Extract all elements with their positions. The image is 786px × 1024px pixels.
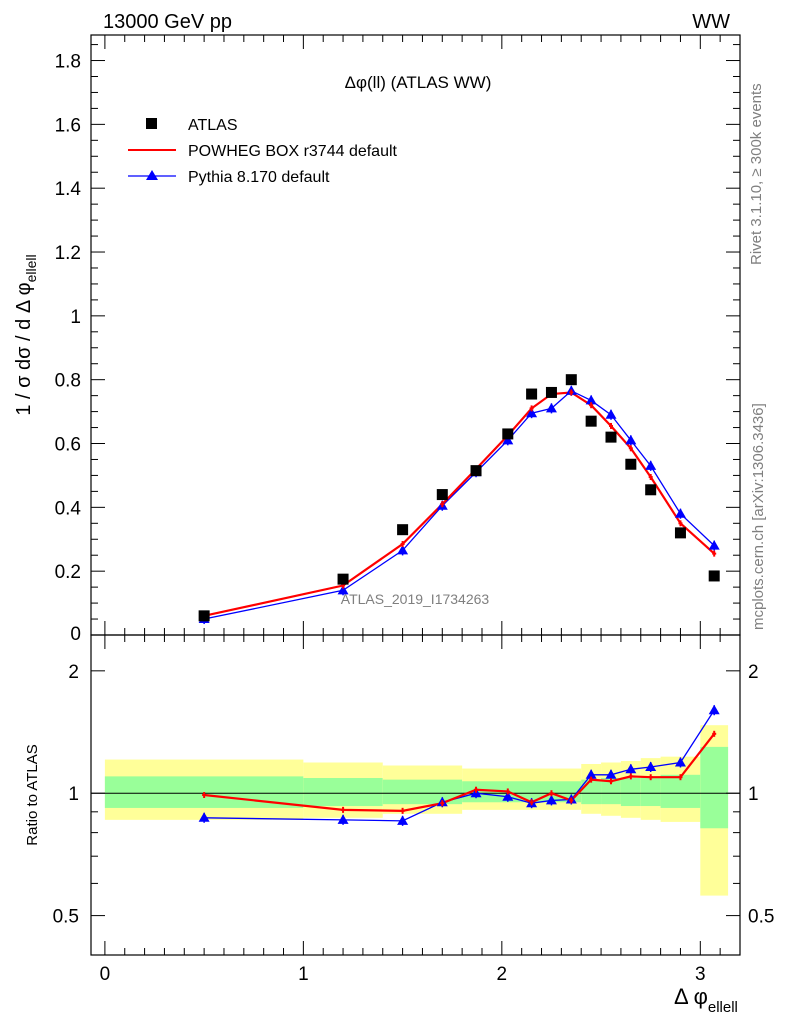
main-ytick-label: 1.8 <box>55 52 81 73</box>
ratio-pythia-point <box>502 791 514 801</box>
pythia-point <box>526 407 538 418</box>
legend-pythia-label: Pythia 8.170 default <box>188 169 330 186</box>
atlas-point <box>545 386 557 398</box>
legend-powheg-label: POWHEG BOX r3744 default <box>188 143 398 160</box>
main-ytick-label-zero: 0 <box>70 624 81 645</box>
ratio-xtick-label: 2 <box>497 964 508 985</box>
pythia-point <box>502 434 514 445</box>
ratio-band-inner <box>620 778 641 807</box>
atlas-point <box>565 374 577 386</box>
main-ytick-label: 1.4 <box>55 179 82 200</box>
atlas-point <box>674 527 686 539</box>
atlas-point <box>436 489 448 501</box>
ratio-ytick-label-right: 0.5 <box>748 907 774 928</box>
legend-atlas-label: ATLAS <box>188 117 238 134</box>
main-ytick-label: 1 <box>70 307 81 328</box>
ratio-ytick-label: 1 <box>68 784 79 805</box>
analysis-label: ATLAS_2019_I1734263 <box>341 591 490 607</box>
process-label: WW <box>692 11 730 33</box>
atlas-point <box>605 431 617 443</box>
main-ytick-label: 0.4 <box>55 498 82 519</box>
pythia-point <box>625 434 637 445</box>
pythia-point <box>645 460 657 470</box>
ratio-xtick-label: 1 <box>298 964 309 985</box>
atlas-point <box>198 610 210 622</box>
ratio-xlabel-sub: ellell <box>708 999 738 1016</box>
pythia-point <box>605 409 617 419</box>
ratio-pythia-point <box>198 812 210 822</box>
ratio-pythia-point <box>545 794 557 805</box>
ratio-ytick-label: 0.5 <box>53 907 79 928</box>
legend-atlas-marker <box>146 118 157 129</box>
ratio-ytick-label-right: 1 <box>748 784 759 805</box>
pythia-point <box>337 584 349 595</box>
ratio-panel: 0 1 2 3 0.5 0.5 1 1 2 2 Ratio to ATLAS Δ φellell <box>24 634 774 1016</box>
pythia-point <box>585 394 597 405</box>
main-ytick-label: 1.2 <box>55 243 81 264</box>
main-ylabel-text: 1 / σ dσ / d Δ φ <box>13 282 35 415</box>
pythia-point <box>708 540 720 550</box>
ratio-xlabel: Δ φellell <box>674 984 738 1016</box>
pythia-point <box>674 508 686 518</box>
ratio-xlabel-text: Δ φ <box>674 984 708 1009</box>
atlas-point <box>397 524 409 536</box>
ratio-xtick-label: 3 <box>695 964 706 985</box>
main-ytick-label: 0.6 <box>55 435 81 456</box>
ratio-band-inner <box>660 774 701 808</box>
atlas-point <box>470 465 482 477</box>
ratio-band-inner <box>462 781 582 803</box>
mcplots-label: mcplots.cern.ch [arXiv:1306.3436] <box>750 403 767 630</box>
main-ylabel-sub: ellell <box>23 254 39 282</box>
atlas-point <box>645 484 657 496</box>
energy-label: 13000 GeV pp <box>103 11 232 33</box>
atlas-point <box>502 428 514 440</box>
ratio-pythia-point <box>337 814 349 824</box>
ratio-xtick-label: 0 <box>100 964 111 985</box>
atlas-point <box>337 573 349 585</box>
rivet-label: Rivet 3.1.10, ≥ 300k events <box>748 83 765 265</box>
ratio-ylabel: Ratio to ATLAS <box>24 744 41 845</box>
ratio-ytick-label-right: 2 <box>748 662 759 683</box>
ratio-pythia-point <box>605 769 617 779</box>
main-title: Δφ(ll) (ATLAS WW) <box>345 73 492 92</box>
ratio-pythia-point <box>645 761 657 772</box>
ratio-pythia-point <box>397 815 409 825</box>
legend-pythia-marker <box>146 170 158 180</box>
main-ylabel: 1 / σ dσ / d Δ φellell <box>13 254 39 415</box>
atlas-point <box>708 570 720 582</box>
ratio-pythia-point <box>625 763 637 774</box>
pythia-point <box>545 402 557 413</box>
ratio-band-inner <box>640 776 661 807</box>
legend: ATLAS POWHEG BOX r3744 default Pythia 8.… <box>128 117 398 186</box>
pythia-point <box>397 544 409 555</box>
ratio-ytick-label: 2 <box>68 662 79 683</box>
ratio-band-inner <box>601 778 621 805</box>
atlas-point <box>585 415 597 427</box>
main-ytick-label: 0.8 <box>55 371 81 392</box>
main-ytick-label: 1.6 <box>55 115 81 136</box>
main-ytick-label: 0.2 <box>55 562 81 583</box>
ratio-pythia-point <box>674 757 686 767</box>
ratio-pythia-point <box>708 704 720 715</box>
ratio-band-inner <box>700 746 729 829</box>
ratio-frame <box>90 634 741 956</box>
atlas-point <box>526 388 538 400</box>
ratio-band-inner <box>303 778 383 807</box>
ratio-pythia-point <box>585 769 597 779</box>
atlas-point <box>625 458 637 470</box>
